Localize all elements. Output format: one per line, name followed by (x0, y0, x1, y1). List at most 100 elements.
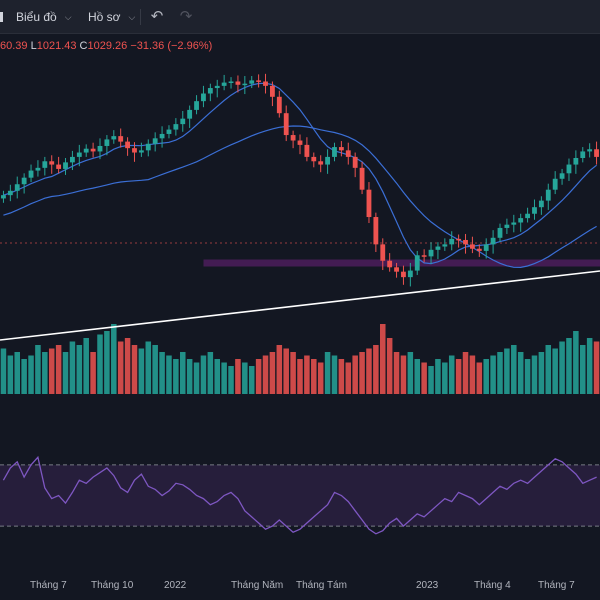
trendline-line (0, 270, 600, 341)
candle-body (297, 140, 303, 145)
candle-body (7, 190, 13, 196)
volume-bar (221, 362, 227, 394)
legend-change-value: −31.36 (−2.96%) (130, 40, 213, 52)
volume-bar (469, 355, 476, 394)
candle-body (256, 80, 262, 82)
candle-body (476, 248, 482, 251)
candle-body (573, 158, 579, 165)
volume-bar (331, 355, 338, 394)
candle-body (1, 195, 6, 199)
candle-body (435, 246, 441, 250)
volume-bar (566, 338, 572, 394)
candle-body (332, 147, 337, 157)
volume-bar (345, 362, 352, 394)
x-tick-label: Tháng 7 (538, 580, 575, 591)
candle-body (401, 271, 406, 278)
candle-body (49, 161, 55, 165)
candle-body (207, 88, 213, 94)
volume-bar (111, 324, 117, 394)
volume-bar (7, 355, 14, 394)
trendline[interactable] (0, 270, 600, 341)
price-scale-marker-icon (0, 12, 3, 22)
rsi-band (0, 464, 600, 527)
candle-body (228, 81, 234, 83)
volume-bar (317, 362, 324, 394)
candle-body (545, 189, 551, 201)
candle-body (118, 136, 124, 142)
chart-menu-button[interactable]: Biểu đồ ⌵ (10, 6, 78, 28)
candle-body (263, 81, 268, 86)
volume-bar (407, 352, 414, 394)
candle-body (180, 118, 186, 125)
volume-bar (35, 345, 41, 394)
price-candles (1, 73, 599, 287)
volume-bar (248, 366, 255, 394)
candle-body (70, 156, 75, 163)
candle-body (90, 148, 96, 152)
volume-bar (524, 359, 531, 394)
volume-bar (462, 352, 469, 394)
candle-body (214, 85, 220, 89)
volume-bar (131, 345, 138, 394)
volume-bar (559, 341, 565, 394)
volume-bar (48, 348, 55, 394)
volume-bar (483, 359, 489, 394)
candle-body (83, 148, 89, 153)
volume-bar (193, 362, 200, 394)
candle-body (270, 85, 275, 97)
volume-bar (504, 348, 510, 394)
undo-icon[interactable]: ↶ (150, 8, 164, 25)
candle-body (290, 135, 296, 141)
profile-menu-button[interactable]: Hồ sơ ⌵ (82, 6, 141, 28)
candle-body (283, 113, 289, 136)
volume-bar (145, 341, 152, 394)
volume-bar (28, 355, 34, 394)
candle-body (421, 255, 427, 257)
volume-bar (269, 352, 276, 394)
candle-body (111, 136, 117, 140)
rsi-panel (0, 455, 600, 535)
candle-body (194, 101, 199, 110)
candle-body (145, 143, 151, 151)
volume-bar (552, 348, 558, 394)
volume-bar (400, 355, 407, 394)
x-tick-label: Tháng 10 (91, 580, 134, 591)
candle-body (373, 217, 379, 245)
candle-body (325, 156, 330, 165)
candle-body (76, 152, 82, 157)
volume-bar (104, 331, 110, 394)
volume-bar (124, 338, 131, 394)
chevron-down-icon: ⌵ (128, 12, 136, 22)
candle-body (566, 164, 572, 174)
volume-bar (21, 359, 27, 394)
candle-body (449, 238, 455, 245)
candle-body (63, 162, 68, 169)
x-tick-label: Tháng 7 (30, 580, 67, 591)
candle-body (345, 150, 351, 157)
volume-bar (200, 355, 207, 394)
volume-bar (117, 341, 124, 394)
candle-body (552, 178, 558, 190)
legend-low-key: L (30, 40, 37, 52)
volume-bar (311, 359, 317, 394)
candle-body (152, 138, 158, 144)
volume-bar (276, 345, 283, 394)
volume-bar (338, 359, 345, 394)
candle-body (352, 156, 358, 168)
volume-bar (490, 355, 496, 394)
volume-bar (442, 362, 448, 394)
redo-icon[interactable]: ↷ (179, 8, 193, 25)
volume-bar (593, 341, 600, 394)
volume-bar (580, 345, 586, 394)
x-tick-label: Tháng Năm (231, 580, 284, 591)
toolbar-divider (140, 9, 141, 25)
candle-body (414, 255, 420, 271)
volume-bar (283, 348, 289, 394)
moving-average-lines (3, 82, 597, 269)
candle-body (249, 80, 255, 84)
candle-body (518, 218, 524, 223)
x-tick-label: 2023 (416, 580, 439, 591)
candlestick-chart[interactable] (0, 34, 600, 578)
volume-bar (380, 324, 386, 394)
candle-body (28, 170, 34, 178)
